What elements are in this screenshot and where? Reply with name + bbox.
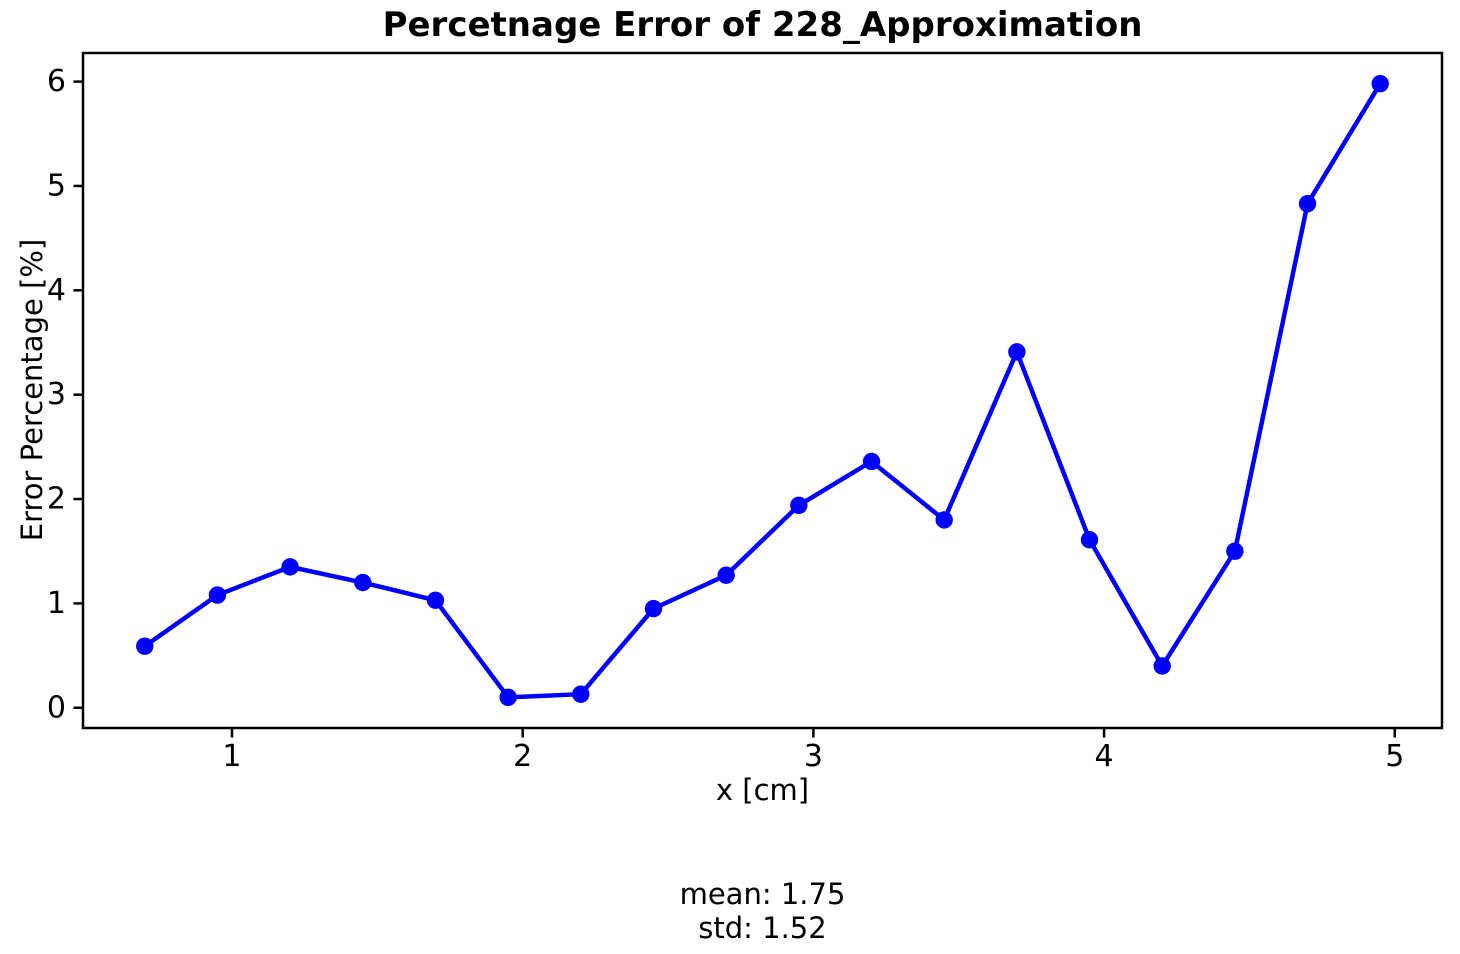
std-text: std: 1.52 (698, 911, 827, 945)
data-point-marker (1008, 343, 1026, 361)
x-axis-label: x [cm] (715, 773, 810, 807)
chart-title: Percetnage Error of 228_Approximation (382, 5, 1143, 45)
x-tick-label: 2 (513, 739, 532, 774)
data-point-marker (935, 511, 953, 529)
data-point-marker (281, 558, 299, 576)
data-point-marker (790, 496, 808, 514)
x-tick-label: 1 (222, 739, 241, 774)
data-point-marker (1226, 542, 1244, 560)
data-point-marker (644, 599, 663, 618)
mean-text: mean: 1.75 (679, 877, 846, 911)
y-tick-label: 4 (47, 273, 66, 308)
data-point-marker (1153, 657, 1171, 675)
data-point-marker (572, 685, 590, 703)
data-point-marker (1080, 531, 1099, 549)
data-point-marker (208, 586, 227, 604)
plot-frame (81, 51, 1444, 730)
data-point-marker (1371, 74, 1389, 93)
y-tick-label: 1 (47, 586, 66, 621)
data-point-marker (862, 452, 881, 471)
data-point-marker (717, 566, 735, 584)
x-tick-label: 5 (1385, 739, 1404, 774)
data-point-marker (136, 637, 154, 655)
y-tick-label: 0 (47, 690, 66, 725)
data-line (142, 81, 1383, 700)
data-point-marker (1298, 194, 1317, 213)
x-tick-label: 4 (1095, 739, 1114, 774)
y-axis-label: Error Percentage [%] (15, 238, 49, 542)
y-tick-label: 5 (47, 168, 66, 203)
y-tick-label: 6 (47, 64, 66, 99)
data-point-marker (426, 591, 445, 609)
y-tick-label: 3 (47, 377, 66, 412)
x-tick-label: 3 (804, 739, 823, 774)
stats-annotation: mean: 1.75 std: 1.52 (83, 877, 1442, 945)
data-point-marker (499, 688, 517, 707)
data-point-marker (354, 573, 372, 592)
y-tick-label: 2 (47, 482, 66, 517)
